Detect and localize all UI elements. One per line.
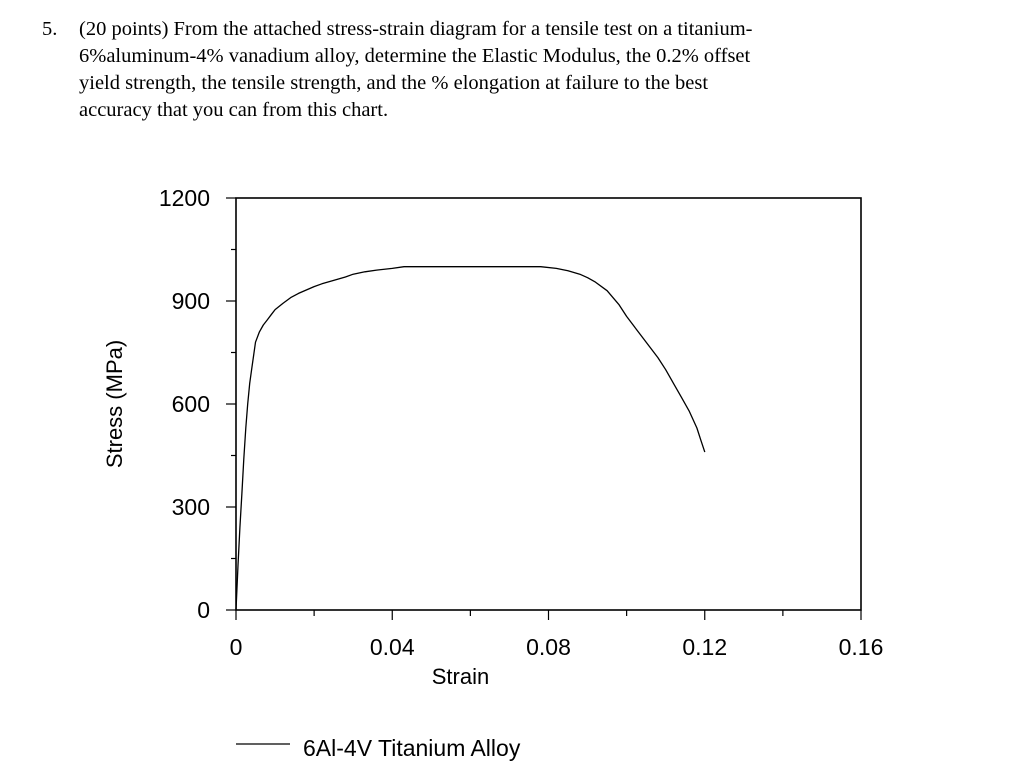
- x-tick-label: 0.12: [682, 634, 727, 660]
- x-tick-label: 0.16: [839, 634, 884, 660]
- plot-frame: [235, 197, 862, 611]
- series-layer: [235, 266, 706, 611]
- question-number: 5.: [42, 18, 58, 40]
- y-tick-label: 0: [197, 597, 210, 623]
- legend-label-titanium-alloy: 6Al-4V Titanium Alloy: [303, 735, 521, 761]
- legend: 6Al-4V Titanium Alloy: [236, 735, 521, 761]
- x-tick-label: 0.04: [370, 634, 415, 660]
- y-axis-label: Stress (MPa): [102, 340, 127, 468]
- y-axis-ticks: 0 300 600 900 1200: [159, 185, 236, 623]
- y-tick-label: 600: [172, 391, 210, 417]
- x-tick-label: 0: [230, 634, 243, 660]
- series-line-titanium-alloy: [235, 266, 706, 611]
- x-axis-label: Strain: [432, 664, 489, 689]
- question-text: (20 points) From the attached stress-str…: [79, 18, 753, 121]
- x-tick-label: 0.08: [526, 634, 571, 660]
- question-block: 5. (20 points) From the attached stress-…: [42, 16, 982, 124]
- y-tick-label: 300: [172, 494, 210, 520]
- y-tick-label: 1200: [159, 185, 210, 211]
- x-axis-ticks: 0 0.04 0.08 0.12 0.16: [230, 610, 884, 660]
- y-tick-label: 900: [172, 288, 210, 314]
